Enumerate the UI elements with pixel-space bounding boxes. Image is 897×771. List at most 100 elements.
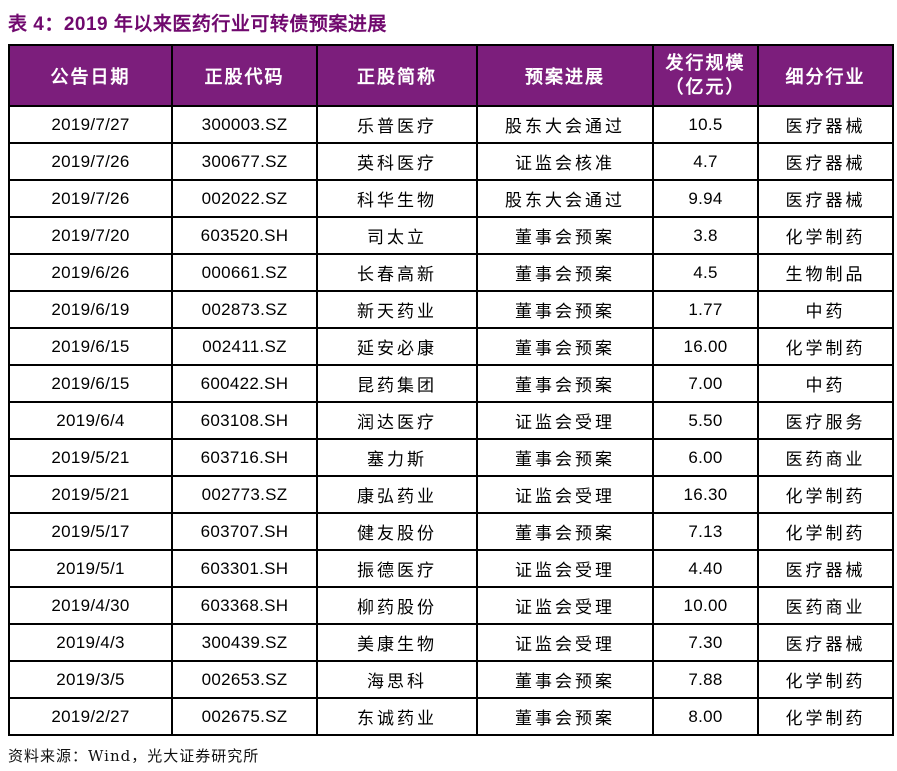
cell-issue-scale: 4.5 bbox=[652, 253, 759, 292]
cell-plan-progress: 董事会预案 bbox=[476, 512, 654, 551]
cell-sub-industry: 医药商业 bbox=[757, 586, 894, 625]
table-row: 2019/7/20 603520.SH 司太立 董事会预案 3.8 化学制药 bbox=[8, 216, 894, 255]
cell-announce-date: 2019/6/4 bbox=[8, 401, 173, 440]
cell-sub-industry: 化学制药 bbox=[757, 660, 894, 699]
cell-announce-date: 2019/7/27 bbox=[8, 105, 173, 144]
cell-issue-scale: 6.00 bbox=[652, 438, 759, 477]
cell-issue-scale: 16.00 bbox=[652, 327, 759, 366]
cell-issue-scale: 5.50 bbox=[652, 401, 759, 440]
cell-issue-scale: 16.30 bbox=[652, 475, 759, 514]
cell-stock-name: 塞力斯 bbox=[316, 438, 478, 477]
cell-sub-industry: 医疗器械 bbox=[757, 549, 894, 588]
table-row: 2019/5/17 603707.SH 健友股份 董事会预案 7.13 化学制药 bbox=[8, 512, 894, 551]
cell-stock-name: 健友股份 bbox=[316, 512, 478, 551]
col-header-issue-scale: 发行规模 （亿元） bbox=[652, 44, 759, 107]
cell-issue-scale: 4.40 bbox=[652, 549, 759, 588]
table-row: 2019/7/26 002022.SZ 科华生物 股东大会通过 9.94 医疗器… bbox=[8, 179, 894, 218]
cell-plan-progress: 董事会预案 bbox=[476, 438, 654, 477]
cell-stock-name: 延安必康 bbox=[316, 327, 478, 366]
cell-stock-code: 603707.SH bbox=[171, 512, 318, 551]
cell-issue-scale: 7.00 bbox=[652, 364, 759, 403]
cell-stock-code: 002873.SZ bbox=[171, 290, 318, 329]
cell-stock-name: 东诚药业 bbox=[316, 697, 478, 736]
cell-sub-industry: 中药 bbox=[757, 290, 894, 329]
cell-announce-date: 2019/6/15 bbox=[8, 364, 173, 403]
cell-plan-progress: 证监会受理 bbox=[476, 401, 654, 440]
cell-plan-progress: 董事会预案 bbox=[476, 327, 654, 366]
cell-announce-date: 2019/7/20 bbox=[8, 216, 173, 255]
cell-announce-date: 2019/7/26 bbox=[8, 179, 173, 218]
cell-plan-progress: 董事会预案 bbox=[476, 216, 654, 255]
cell-stock-code: 300677.SZ bbox=[171, 142, 318, 181]
cell-stock-name: 昆药集团 bbox=[316, 364, 478, 403]
cell-sub-industry: 化学制药 bbox=[757, 512, 894, 551]
cell-plan-progress: 董事会预案 bbox=[476, 697, 654, 736]
cell-announce-date: 2019/2/27 bbox=[8, 697, 173, 736]
cell-stock-name: 康弘药业 bbox=[316, 475, 478, 514]
cell-stock-code: 002411.SZ bbox=[171, 327, 318, 366]
table-row: 2019/6/15 600422.SH 昆药集团 董事会预案 7.00 中药 bbox=[8, 364, 894, 403]
cell-issue-scale: 7.88 bbox=[652, 660, 759, 699]
cell-stock-code: 600422.SH bbox=[171, 364, 318, 403]
cell-sub-industry: 医疗器械 bbox=[757, 179, 894, 218]
cell-stock-code: 002022.SZ bbox=[171, 179, 318, 218]
cell-sub-industry: 化学制药 bbox=[757, 697, 894, 736]
table-row: 2019/6/15 002411.SZ 延安必康 董事会预案 16.00 化学制… bbox=[8, 327, 894, 366]
cell-sub-industry: 化学制药 bbox=[757, 475, 894, 514]
cell-stock-code: 000661.SZ bbox=[171, 253, 318, 292]
cell-stock-code: 603368.SH bbox=[171, 586, 318, 625]
cell-stock-name: 科华生物 bbox=[316, 179, 478, 218]
cell-announce-date: 2019/5/17 bbox=[8, 512, 173, 551]
cell-stock-code: 603716.SH bbox=[171, 438, 318, 477]
cell-stock-code: 300003.SZ bbox=[171, 105, 318, 144]
convertible-bond-table: 公告日期 正股代码 正股简称 预案进展 发行规模 （亿元） 细分行业 2019/… bbox=[8, 44, 894, 736]
cell-stock-code: 002653.SZ bbox=[171, 660, 318, 699]
cell-announce-date: 2019/4/30 bbox=[8, 586, 173, 625]
cell-sub-industry: 医疗器械 bbox=[757, 142, 894, 181]
col-header-stock-name: 正股简称 bbox=[316, 44, 478, 107]
cell-stock-code: 603520.SH bbox=[171, 216, 318, 255]
cell-stock-name: 润达医疗 bbox=[316, 401, 478, 440]
cell-issue-scale: 10.5 bbox=[652, 105, 759, 144]
cell-plan-progress: 证监会核准 bbox=[476, 142, 654, 181]
cell-plan-progress: 董事会预案 bbox=[476, 660, 654, 699]
table-row: 2019/2/27 002675.SZ 东诚药业 董事会预案 8.00 化学制药 bbox=[8, 697, 894, 736]
cell-stock-code: 603108.SH bbox=[171, 401, 318, 440]
cell-plan-progress: 股东大会通过 bbox=[476, 105, 654, 144]
cell-stock-name: 司太立 bbox=[316, 216, 478, 255]
cell-stock-name: 乐普医疗 bbox=[316, 105, 478, 144]
cell-plan-progress: 证监会受理 bbox=[476, 623, 654, 662]
table-row: 2019/6/19 002873.SZ 新天药业 董事会预案 1.77 中药 bbox=[8, 290, 894, 329]
cell-stock-name: 新天药业 bbox=[316, 290, 478, 329]
cell-issue-scale: 10.00 bbox=[652, 586, 759, 625]
col-header-announce-date: 公告日期 bbox=[8, 44, 173, 107]
cell-sub-industry: 医疗器械 bbox=[757, 105, 894, 144]
cell-issue-scale: 7.30 bbox=[652, 623, 759, 662]
table-row: 2019/7/26 300677.SZ 英科医疗 证监会核准 4.7 医疗器械 bbox=[8, 142, 894, 181]
table-title: 表 4：2019 年以来医药行业可转债预案进展 bbox=[8, 14, 387, 35]
col-header-issue-scale-line1: 发行规模 bbox=[665, 53, 746, 75]
cell-announce-date: 2019/6/19 bbox=[8, 290, 173, 329]
cell-plan-progress: 董事会预案 bbox=[476, 290, 654, 329]
cell-stock-name: 柳药股份 bbox=[316, 586, 478, 625]
cell-plan-progress: 股东大会通过 bbox=[476, 179, 654, 218]
cell-issue-scale: 3.8 bbox=[652, 216, 759, 255]
col-header-issue-scale-line2: （亿元） bbox=[665, 76, 746, 98]
cell-stock-name: 美康生物 bbox=[316, 623, 478, 662]
col-header-plan-progress: 预案进展 bbox=[476, 44, 654, 107]
table-row: 2019/4/3 300439.SZ 美康生物 证监会受理 7.30 医疗器械 bbox=[8, 623, 894, 662]
cell-announce-date: 2019/4/3 bbox=[8, 623, 173, 662]
table-row: 2019/6/4 603108.SH 润达医疗 证监会受理 5.50 医疗服务 bbox=[8, 401, 894, 440]
cell-sub-industry: 医疗器械 bbox=[757, 623, 894, 662]
cell-announce-date: 2019/7/26 bbox=[8, 142, 173, 181]
cell-sub-industry: 生物制品 bbox=[757, 253, 894, 292]
table-row: 2019/7/27 300003.SZ 乐普医疗 股东大会通过 10.5 医疗器… bbox=[8, 105, 894, 144]
table-body: 2019/7/27 300003.SZ 乐普医疗 股东大会通过 10.5 医疗器… bbox=[8, 105, 894, 736]
cell-sub-industry: 化学制药 bbox=[757, 327, 894, 366]
cell-sub-industry: 医疗服务 bbox=[757, 401, 894, 440]
cell-sub-industry: 中药 bbox=[757, 364, 894, 403]
table-row: 2019/5/21 002773.SZ 康弘药业 证监会受理 16.30 化学制… bbox=[8, 475, 894, 514]
cell-announce-date: 2019/3/5 bbox=[8, 660, 173, 699]
source-note: 资料来源：Wind，光大证券研究所 bbox=[8, 747, 260, 765]
